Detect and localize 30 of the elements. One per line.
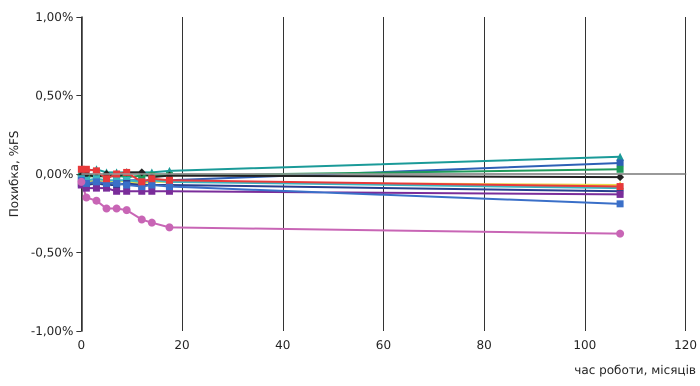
point [92,196,100,205]
point [123,188,130,195]
y-tick-label: -0,50% [30,246,74,260]
point [122,206,131,214]
point [82,194,90,202]
point [112,204,121,213]
point [616,190,624,198]
y-tick-label: 0,50% [35,88,74,102]
x-axis-title: час роботи, місяців [574,363,696,377]
y-axis-title: Похибка, %FS [7,130,21,218]
x-tick-label: 120 [674,338,697,352]
x-tick-label: 60 [376,338,392,352]
x-tick-label: 100 [573,338,596,352]
point [148,218,156,227]
point [616,200,624,208]
point [138,216,146,224]
x-tick-label: 40 [275,338,290,352]
y-tick-label: 1,00% [35,10,74,24]
x-tick-label: 0 [78,338,86,352]
x-tick-label: 80 [476,338,492,352]
y-tick-label: 0,00% [35,167,74,181]
point [616,160,624,167]
point [616,166,624,173]
point [165,223,174,232]
point [148,188,156,195]
point [113,188,120,195]
x-tick-label: 20 [174,338,190,352]
point [102,204,111,213]
point [616,230,624,238]
y-tick-label: -1,00% [30,324,74,338]
